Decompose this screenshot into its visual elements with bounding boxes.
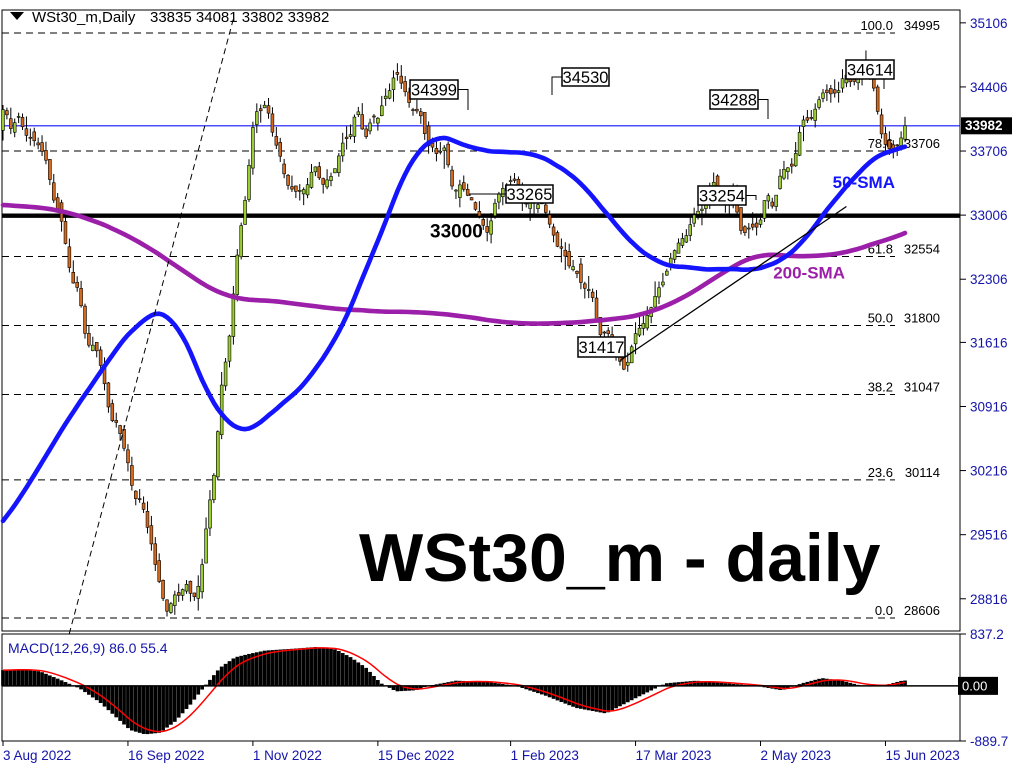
svg-text:WSt30_m - daily: WSt30_m - daily [359, 520, 881, 596]
svg-text:33000: 33000 [430, 222, 483, 243]
svg-text:33706: 33706 [970, 144, 1008, 159]
svg-text:2 May 2023: 2 May 2023 [761, 748, 832, 763]
svg-text:33835 34081 33802 33982: 33835 34081 33802 33982 [150, 9, 329, 26]
svg-text:33265: 33265 [507, 186, 553, 204]
svg-text:34614: 34614 [847, 61, 893, 79]
svg-text:15 Dec 2022: 15 Dec 2022 [378, 748, 455, 763]
svg-text:16 Sep 2022: 16 Sep 2022 [128, 748, 205, 763]
svg-text:MACD(12,26,9) 86.0 55.4: MACD(12,26,9) 86.0 55.4 [8, 640, 168, 656]
svg-text:1 Nov 2022: 1 Nov 2022 [253, 748, 322, 763]
svg-text:1 Feb 2023: 1 Feb 2023 [511, 748, 579, 763]
svg-text:34530: 34530 [563, 69, 609, 87]
svg-text:3 Aug 2022: 3 Aug 2022 [3, 748, 71, 763]
svg-text:31800: 31800 [904, 311, 940, 326]
svg-text:29516: 29516 [970, 528, 1008, 543]
svg-text:34995: 34995 [904, 18, 940, 33]
svg-text:32306: 32306 [970, 272, 1008, 287]
svg-text:31616: 31616 [970, 335, 1008, 350]
svg-text:0.0: 0.0 [875, 603, 893, 618]
svg-text:31047: 31047 [904, 379, 940, 394]
svg-text:30114: 30114 [905, 465, 940, 480]
svg-text:50.0: 50.0 [868, 311, 893, 326]
svg-text:0.00: 0.00 [962, 678, 987, 693]
svg-text:34406: 34406 [970, 80, 1008, 95]
svg-text:33254: 33254 [699, 187, 745, 205]
svg-text:WSt30_m,Daily: WSt30_m,Daily [32, 9, 136, 26]
svg-text:50-SMA: 50-SMA [833, 173, 895, 192]
svg-text:23.6: 23.6 [868, 465, 893, 480]
svg-text:34288: 34288 [711, 91, 757, 109]
svg-text:30916: 30916 [970, 399, 1008, 414]
svg-text:200-SMA: 200-SMA [773, 264, 845, 283]
svg-text:28816: 28816 [970, 592, 1008, 607]
svg-text:33706: 33706 [904, 136, 940, 151]
svg-text:15 Jun 2023: 15 Jun 2023 [885, 748, 959, 763]
svg-text:33982: 33982 [965, 118, 1003, 133]
svg-text:31417: 31417 [579, 339, 625, 357]
svg-text:-889.7: -889.7 [970, 734, 1008, 749]
svg-text:30216: 30216 [970, 464, 1008, 479]
svg-text:17 Mar 2023: 17 Mar 2023 [636, 748, 712, 763]
svg-text:32554: 32554 [904, 242, 940, 257]
svg-text:33006: 33006 [970, 208, 1008, 223]
svg-text:38.2: 38.2 [868, 379, 893, 394]
svg-text:35106: 35106 [970, 16, 1008, 31]
svg-text:837.2: 837.2 [970, 627, 1004, 642]
svg-text:34399: 34399 [411, 81, 457, 99]
svg-text:100.0: 100.0 [860, 18, 893, 33]
svg-text:28606: 28606 [904, 603, 940, 618]
